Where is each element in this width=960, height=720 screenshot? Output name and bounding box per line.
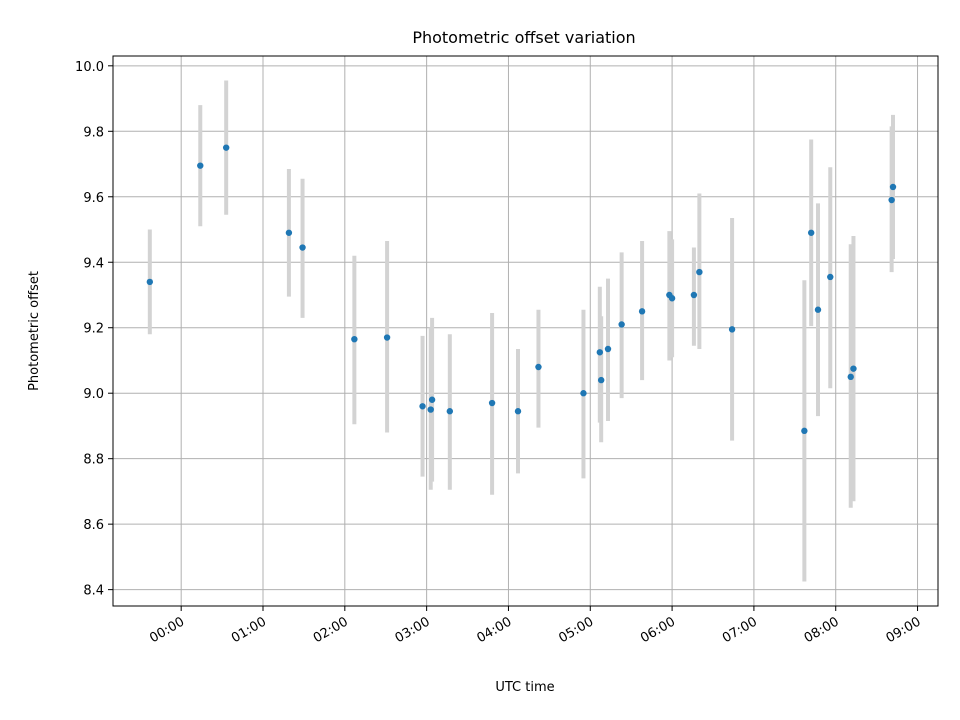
x-tick-label: 03:00 bbox=[393, 614, 433, 646]
y-tick-label: 9.2 bbox=[83, 322, 104, 337]
data-point bbox=[446, 408, 454, 415]
data-point bbox=[888, 196, 895, 204]
x-tick-label: 05:00 bbox=[556, 614, 596, 646]
data-point bbox=[428, 396, 436, 403]
data-point bbox=[801, 427, 808, 435]
data-point bbox=[690, 291, 698, 299]
data-point bbox=[222, 144, 230, 151]
data-point bbox=[807, 229, 815, 236]
y-axis-ticks: 8.4 8.6 8.8 9.0 9.2 9.4 9.6 9.8 10.0 bbox=[75, 60, 113, 599]
data-point bbox=[618, 321, 625, 328]
data-point bbox=[197, 162, 204, 169]
data-point bbox=[419, 403, 426, 410]
data-point bbox=[696, 268, 703, 276]
x-tick-label: 04:00 bbox=[475, 614, 515, 646]
data-point bbox=[146, 278, 154, 286]
y-axis-label: Photometric offset bbox=[27, 271, 42, 391]
x-tick-label: 09:00 bbox=[884, 614, 924, 646]
y-tick-label: 10.0 bbox=[75, 60, 104, 75]
y-tick-label: 9.6 bbox=[83, 191, 104, 206]
x-tick-label: 06:00 bbox=[638, 614, 678, 646]
data-point bbox=[847, 373, 854, 381]
data-point bbox=[668, 295, 676, 302]
data-point bbox=[285, 229, 293, 236]
data-point bbox=[351, 335, 358, 343]
x-tick-label: 07:00 bbox=[720, 614, 760, 646]
y-tick-label: 8.8 bbox=[83, 453, 104, 468]
data-point bbox=[728, 326, 736, 333]
data-point bbox=[604, 345, 612, 353]
error-bars bbox=[147, 80, 895, 582]
y-tick-label: 9.0 bbox=[83, 387, 104, 402]
data-point bbox=[488, 399, 496, 407]
x-tick-label: 00:00 bbox=[147, 614, 187, 646]
data-point bbox=[814, 306, 822, 313]
grid bbox=[113, 56, 938, 606]
data-points bbox=[146, 144, 897, 435]
data-point bbox=[514, 408, 522, 415]
x-tick-label: 08:00 bbox=[802, 614, 842, 646]
chart-title: Photometric offset variation bbox=[412, 28, 635, 47]
data-point bbox=[299, 244, 306, 251]
x-tick-label: 02:00 bbox=[311, 614, 351, 646]
x-axis-ticks: 00:00 01:00 02:00 03:00 04:00 05:00 06:00 07:00… bbox=[147, 606, 924, 646]
data-point bbox=[850, 365, 857, 372]
data-point bbox=[827, 273, 834, 281]
x-tick-label: 01:00 bbox=[229, 614, 269, 646]
y-tick-label: 9.8 bbox=[83, 125, 104, 140]
data-point bbox=[580, 390, 587, 397]
data-point bbox=[638, 308, 646, 315]
data-point bbox=[597, 376, 605, 384]
data-point bbox=[889, 183, 897, 191]
data-point bbox=[535, 363, 542, 371]
y-tick-label: 8.4 bbox=[83, 584, 104, 599]
x-axis-label: UTC time bbox=[495, 680, 554, 695]
data-point bbox=[383, 334, 391, 341]
y-tick-label: 8.6 bbox=[83, 518, 104, 533]
y-tick-label: 9.4 bbox=[83, 256, 104, 271]
data-point bbox=[596, 349, 604, 356]
plot-frame bbox=[112, 55, 939, 607]
data-point bbox=[427, 406, 434, 413]
